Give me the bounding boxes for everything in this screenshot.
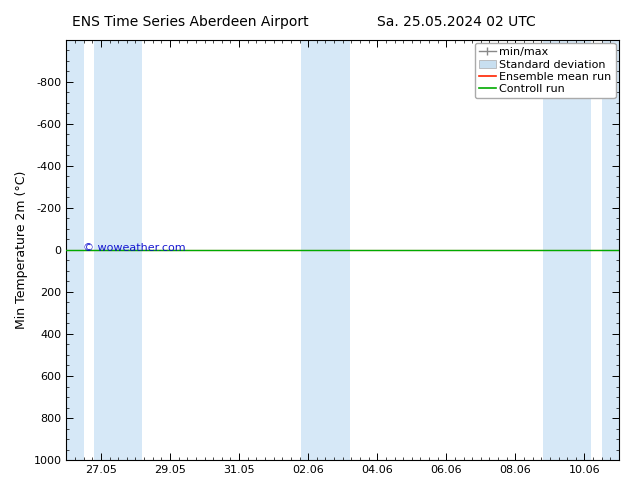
Bar bbox=[94, 40, 143, 460]
Legend: min/max, Standard deviation, Ensemble mean run, Controll run: min/max, Standard deviation, Ensemble me… bbox=[474, 43, 616, 98]
Text: ENS Time Series Aberdeen Airport: ENS Time Series Aberdeen Airport bbox=[72, 15, 309, 29]
Bar bbox=[543, 40, 592, 460]
Bar bbox=[301, 40, 349, 460]
Bar bbox=[67, 40, 84, 460]
Bar bbox=[602, 40, 619, 460]
Text: © woweather.com: © woweather.com bbox=[83, 243, 186, 253]
Text: Sa. 25.05.2024 02 UTC: Sa. 25.05.2024 02 UTC bbox=[377, 15, 536, 29]
Y-axis label: Min Temperature 2m (°C): Min Temperature 2m (°C) bbox=[15, 171, 28, 329]
